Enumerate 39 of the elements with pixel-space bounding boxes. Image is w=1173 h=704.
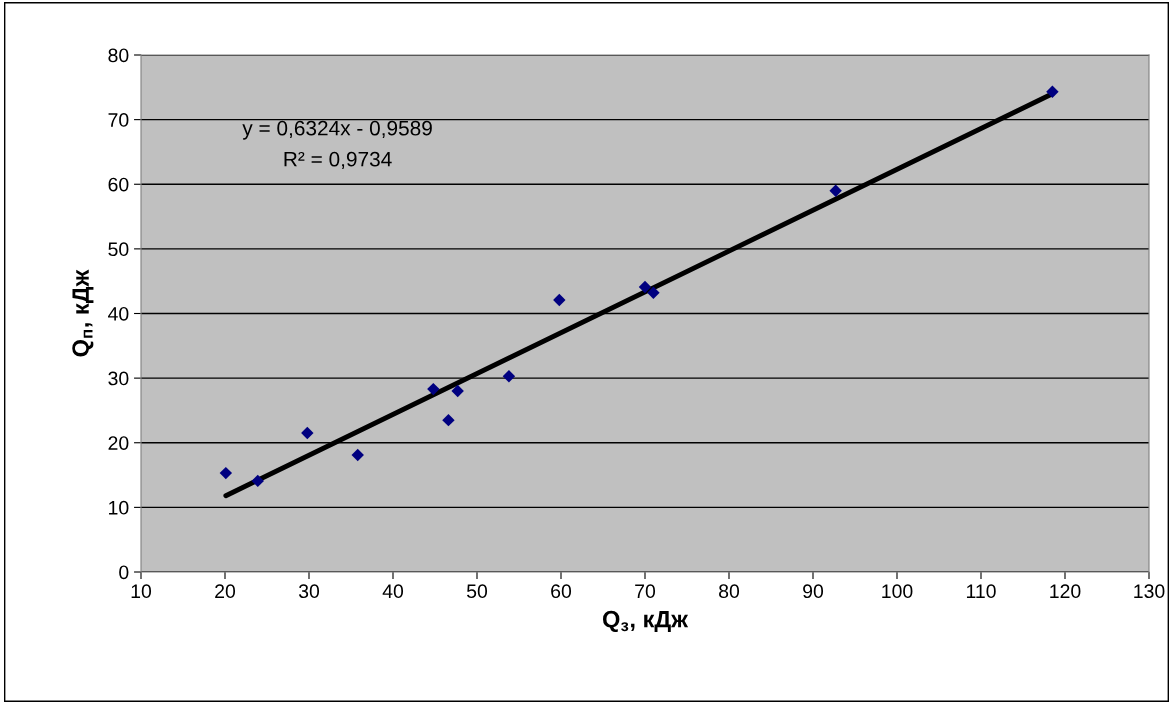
point [251,474,264,488]
y-tick-label: 80 [108,48,129,63]
y-axis-title: Q$_{п}$, кДж [72,269,94,357]
y-tick-label: 0 [119,565,129,580]
y-tick-label: 50 [108,242,129,257]
point [442,413,455,427]
y-tick-label: 60 [108,177,129,192]
x-tick-label: 10 [131,584,152,599]
y-tick-label: 70 [108,113,129,127]
point [427,382,440,396]
point [829,184,842,197]
point [647,286,660,300]
x-tick-label: 70 [635,584,656,599]
x-tick-label: 60 [551,584,572,599]
x-tick-label: 30 [298,584,320,599]
x-tick-label: 20 [215,584,236,599]
x-axis-title: Q$_{з}$, кДж [603,610,689,633]
x-tick-label: 130 [1134,584,1165,599]
y-tick-label: 40 [108,306,129,321]
point [451,384,464,398]
point [219,466,233,480]
x-tick-label: 80 [719,584,740,599]
point [502,369,516,383]
x-tick-label: 110 [966,584,996,599]
point [301,426,314,440]
point [638,280,652,294]
annotation: R² = 0,9734 [284,151,392,170]
point [553,293,566,307]
point [1046,85,1059,99]
y-tick-label: 20 [108,436,129,450]
point [351,448,364,462]
x-tick-label: 40 [382,584,404,599]
annotation: y = 0,6324x - 0,9589 [242,120,432,140]
x-tick-label: 120 [1050,584,1081,599]
x-tick-label: 100 [882,584,913,599]
x-tick-label: 50 [466,584,488,599]
y-tick-label: 10 [109,500,129,515]
y-tick-label: 30 [108,371,129,386]
x-tick-label: 90 [803,584,824,599]
